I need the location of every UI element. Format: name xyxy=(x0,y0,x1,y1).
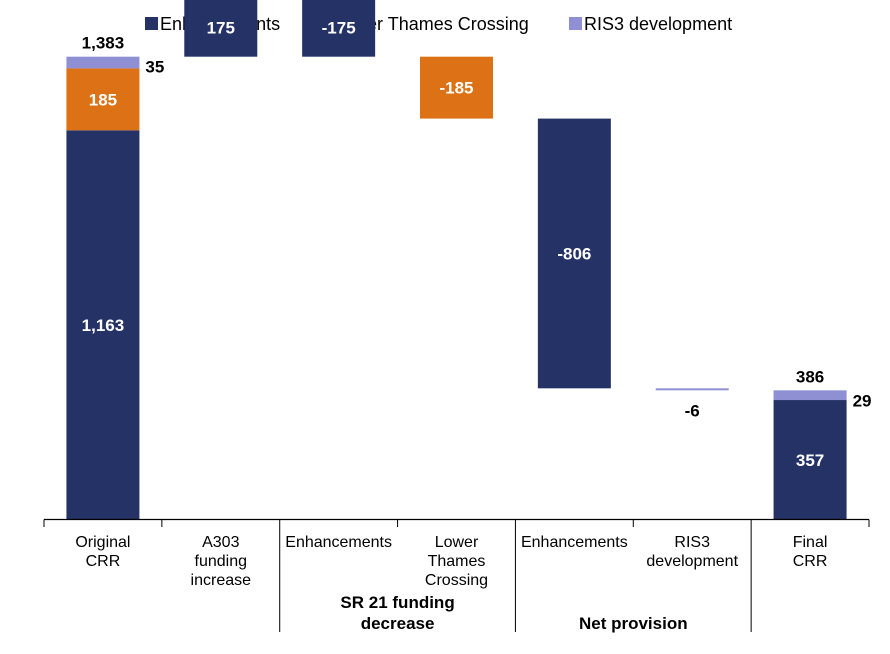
category-label: Lower Thames Crossing xyxy=(425,534,488,589)
bar-group-3: -185 xyxy=(420,56,493,119)
bar-segment-enhancements xyxy=(773,400,847,520)
category-label-line: Crossing xyxy=(425,572,488,589)
category-label-line: Lower xyxy=(435,534,479,551)
bar-group-0: 1,163 185 35 1,383 xyxy=(66,34,164,520)
category-label-line: increase xyxy=(191,572,252,589)
bar-group-5: -6 xyxy=(655,388,729,420)
category-label-line: Original xyxy=(75,534,130,551)
bar-segment-ris3-development xyxy=(655,388,729,391)
group-label-line: SR 21 funding xyxy=(340,593,454,612)
legend-swatch-enhancements xyxy=(145,17,158,30)
data-label: 357 xyxy=(796,451,824,470)
category-label: Original CRR xyxy=(75,534,130,570)
x-axis: Original CRR A303 funding increase Enhancemen… xyxy=(43,518,870,633)
group-label-line: Net provision xyxy=(579,614,688,633)
total-label: 386 xyxy=(796,367,824,386)
legend-label: RIS3 development xyxy=(584,14,732,34)
category-label-line: funding xyxy=(195,553,248,570)
total-label: 1,383 xyxy=(82,34,125,53)
category-label-line: CRR xyxy=(793,553,828,570)
bar-segment-lower-thames-crossing xyxy=(66,68,140,131)
category-label-line: Final xyxy=(793,534,828,551)
bar-group-1: 175 xyxy=(184,0,258,57)
bar-segment-enhancements xyxy=(66,130,140,520)
bars: 1,163 185 35 1,383 175 -175 -185 -806 -6 357 29 386 xyxy=(66,0,871,520)
category-label-line: A303 xyxy=(202,534,239,551)
data-label: -175 xyxy=(322,18,356,37)
data-label: 35 xyxy=(145,58,164,77)
category-label-line: development xyxy=(646,553,738,570)
bar-group-6: 357 29 386 xyxy=(773,367,872,520)
bar-group-2: -175 xyxy=(302,0,376,57)
data-label: 29 xyxy=(853,391,872,410)
data-label: 175 xyxy=(207,18,235,37)
bar-segment-lower-thames-crossing xyxy=(420,56,493,119)
category-label-line: Enhancements xyxy=(285,534,392,551)
data-label: -6 xyxy=(685,401,700,420)
data-label: 1,163 xyxy=(82,316,125,335)
category-label: Enhancements xyxy=(521,534,628,551)
data-label: -185 xyxy=(439,79,473,98)
category-label: Enhancements xyxy=(285,534,392,551)
bar-segment-ris3-development xyxy=(66,56,140,69)
category-label: Final CRR xyxy=(793,534,828,570)
category-label-line: RIS3 xyxy=(674,534,710,551)
data-label: -806 xyxy=(557,244,591,263)
category-label-line: CRR xyxy=(86,553,121,570)
bar-segment-enhancements xyxy=(537,118,611,389)
bar-group-4: -806 xyxy=(537,118,611,389)
data-label: 185 xyxy=(89,90,117,109)
legend-item-ris3-development: RIS3 development xyxy=(569,14,732,34)
group-label: SR 21 funding decrease xyxy=(340,593,454,633)
legend-label: Lower Thames Crossing xyxy=(334,14,529,34)
group-label-line: decrease xyxy=(361,614,435,633)
category-label: A303 funding increase xyxy=(191,534,252,589)
category-label: RIS3 development xyxy=(646,534,738,570)
category-label-line: Enhancements xyxy=(521,534,628,551)
group-label: Net provision xyxy=(579,614,688,633)
bar-segment-enhancements xyxy=(302,0,376,57)
bar-segment-ris3-development xyxy=(773,390,847,401)
legend-swatch-ris3-development xyxy=(569,17,582,30)
category-label-line: Thames xyxy=(428,553,486,570)
bar-segment-enhancements xyxy=(184,0,258,57)
